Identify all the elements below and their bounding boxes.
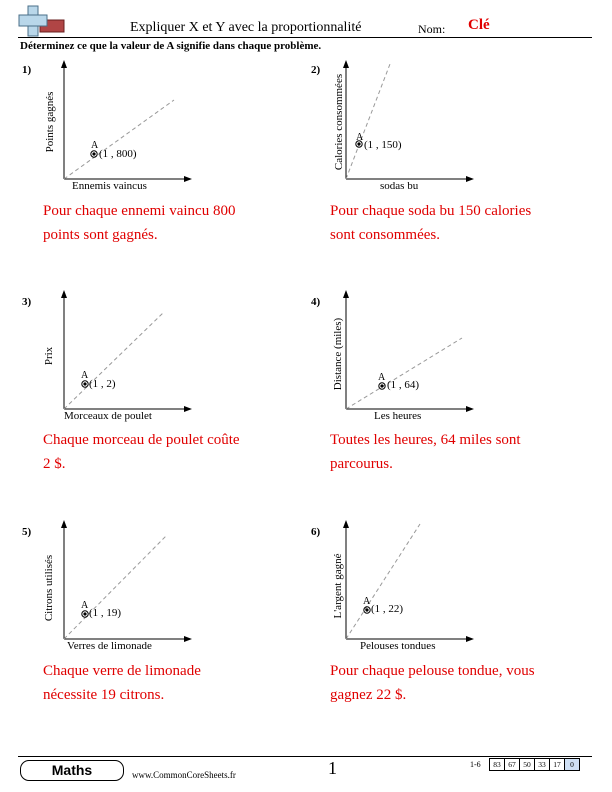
name-label: Nom:	[418, 22, 446, 36]
point-a-label: A	[378, 372, 386, 383]
problem-range: 1-6	[470, 760, 481, 769]
score-cell: 0	[564, 758, 580, 771]
problem-number: 4)	[311, 296, 321, 308]
point-a-marker	[81, 380, 89, 388]
y-axis-label: L'argent gagné	[332, 553, 344, 619]
score-cell: 17	[549, 758, 565, 771]
point-coordinates: (1 , 150)	[364, 139, 402, 151]
proportional-line	[63, 99, 175, 180]
proportionality-graph	[61, 290, 192, 412]
point-a-marker	[355, 140, 363, 148]
score-cell: 50	[519, 758, 535, 771]
point-a-label: A	[91, 140, 99, 151]
proportionality-graph	[61, 60, 192, 182]
answer-text: Chaque morceau de poulet coûte 2 $.	[43, 432, 240, 472]
point-coordinates: (1 , 19)	[89, 607, 122, 619]
point-a-label: A	[81, 370, 89, 381]
score-cell: 67	[504, 758, 520, 771]
x-axis-label: Les heures	[374, 410, 422, 422]
answer-text: Pour chaque pelouse tondue, vous gagnez 2…	[330, 663, 535, 703]
score-table: 83 67 50 33 17 0	[489, 758, 580, 771]
point-a-marker	[81, 610, 89, 618]
proportionality-graph	[343, 520, 474, 642]
point-a-marker	[378, 382, 386, 390]
plus-logo-icon	[18, 5, 65, 37]
proportional-line	[345, 337, 463, 410]
point-a-label: A	[363, 596, 371, 607]
answer-text: Pour chaque ennemi vaincu 800 points sont…	[43, 203, 236, 243]
y-axis-label: Prix	[43, 346, 55, 366]
x-axis-label: Ennemis vaincus	[72, 180, 147, 192]
y-axis-label: Points gagnés	[44, 91, 56, 153]
problem-number: 3)	[22, 296, 32, 308]
score-cell: 83	[489, 758, 505, 771]
point-coordinates: (1 , 800)	[99, 148, 137, 160]
proportionality-graph	[343, 290, 474, 412]
x-axis-label: Verres de limonade	[67, 640, 152, 652]
proportional-line	[345, 63, 391, 180]
problem-number: 6)	[311, 526, 321, 538]
proportionality-graph	[343, 60, 474, 182]
y-axis-label: Distance (miles)	[332, 317, 344, 391]
point-a-label: A	[81, 600, 89, 611]
problem-number: 5)	[22, 526, 32, 538]
subject-badge: Maths	[20, 760, 124, 781]
website-link[interactable]: www.CommonCoreSheets.fr	[132, 770, 236, 780]
proportional-line	[63, 311, 165, 410]
header-divider	[18, 37, 592, 38]
proportional-line	[345, 523, 421, 640]
proportional-line	[63, 535, 167, 640]
score-cell: 33	[534, 758, 550, 771]
footer-divider	[18, 756, 592, 757]
y-axis-label: Calories consommées	[333, 73, 345, 171]
proportionality-graph	[61, 520, 192, 642]
y-axis-label: Citrons utilisés	[43, 554, 55, 622]
worksheet-title: Expliquer X et Y avec la proportionnalit…	[130, 20, 362, 35]
point-coordinates: (1 , 22)	[371, 603, 404, 615]
answer-text: Chaque verre de limonade nécessite 19 cit…	[43, 663, 201, 703]
problem-number: 1)	[22, 64, 32, 76]
point-coordinates: (1 , 2)	[89, 378, 116, 390]
problem-number: 2)	[311, 64, 321, 76]
point-a-marker	[90, 150, 98, 158]
x-axis-label: Morceaux de poulet	[64, 410, 152, 422]
page-number: 1	[328, 758, 337, 778]
point-a-marker	[363, 606, 371, 614]
answer-text: Pour chaque soda bu 150 calories sont con…	[330, 203, 532, 243]
x-axis-label: sodas bu	[380, 180, 419, 192]
instructions: Déterminez ce que la valeur de A signifi…	[20, 40, 322, 52]
point-a-label: A	[356, 132, 364, 143]
x-axis-label: Pelouses tondues	[360, 640, 436, 652]
answer-text: Toutes les heures, 64 miles sont parcouru…	[330, 432, 521, 472]
name-value: Clé	[468, 17, 490, 33]
point-coordinates: (1 , 64)	[387, 379, 420, 391]
